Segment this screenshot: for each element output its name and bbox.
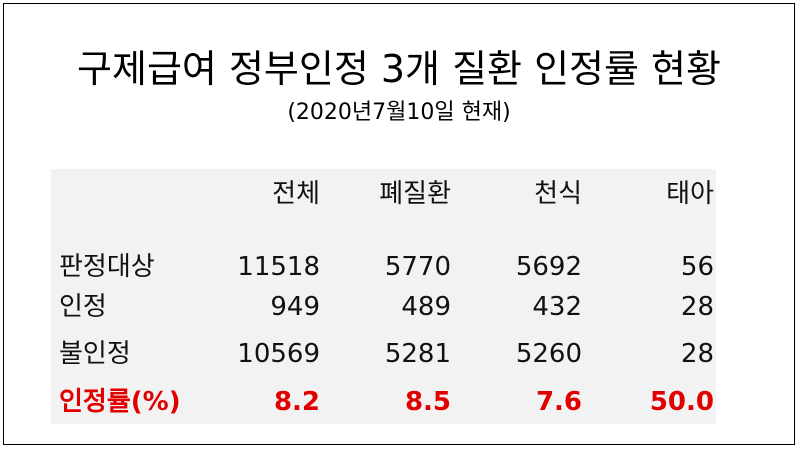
cell-value: 5770 [384, 252, 451, 282]
cell-value: 8.5 [404, 387, 451, 417]
row-label: 인정 [59, 292, 107, 322]
title: 구제급여 정부인정 3개 질환 인정률 현황 [77, 47, 721, 91]
cell-value: 56 [680, 252, 714, 282]
column-header: 천식 [534, 179, 582, 209]
cell-value: 28 [680, 292, 714, 322]
cell-value: 28 [680, 339, 714, 369]
cell-value: 432 [532, 292, 582, 322]
row-label: 판정대상 [59, 252, 155, 282]
cell-value: 5260 [515, 339, 582, 369]
subtitle: (2020년7월10일 현재) [287, 100, 511, 125]
cell-value: 5281 [384, 339, 451, 369]
cell-value: 7.6 [535, 387, 582, 417]
column-header: 전체 [272, 179, 320, 209]
row-label: 인정률(%) [59, 387, 181, 417]
row-label: 불인정 [59, 339, 131, 369]
column-header: 태아 [666, 179, 714, 209]
cell-value: 11518 [237, 252, 320, 282]
slide: 구제급여 정부인정 3개 질환 인정률 현황 (2020년7월10일 현재) 전… [3, 3, 795, 445]
cell-value: 5692 [515, 252, 582, 282]
column-header: 폐질환 [379, 179, 451, 209]
cell-value: 949 [270, 292, 320, 322]
cell-value: 10569 [237, 339, 320, 369]
cell-value: 8.2 [273, 387, 320, 417]
cell-value: 50.0 [649, 387, 714, 417]
cell-value: 489 [401, 292, 451, 322]
